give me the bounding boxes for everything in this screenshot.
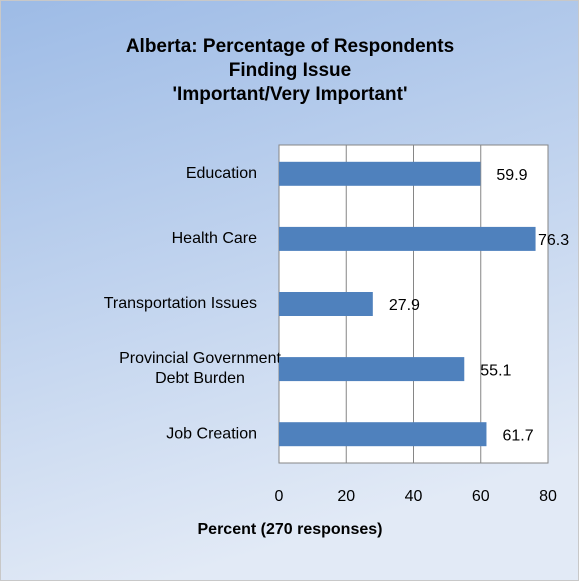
x-axis-label: Percent (270 responses) [198, 521, 383, 538]
y-tick-label: Education [186, 165, 257, 182]
data-label: 55.1 [480, 362, 511, 379]
bar [279, 422, 487, 447]
data-label: 76.3 [538, 232, 569, 249]
chart-title: Alberta: Percentage of Respondents [126, 36, 454, 57]
bar [279, 161, 481, 186]
chart-title: 'Important/Very Important' [173, 84, 408, 105]
data-label: 27.9 [389, 297, 420, 314]
bar [279, 226, 536, 251]
y-tick-label: Job Creation [166, 425, 257, 442]
bar [279, 357, 465, 382]
x-tick-label: 20 [337, 488, 355, 505]
data-label: 61.7 [502, 427, 533, 444]
bar [279, 292, 373, 316]
x-tick-label: 40 [405, 488, 423, 505]
x-tick-label: 60 [472, 488, 490, 505]
y-tick-label: Transportation Issues [104, 295, 257, 312]
x-tick-label: 80 [539, 488, 557, 505]
x-tick-label: 0 [275, 488, 284, 505]
data-label: 59.9 [496, 167, 527, 184]
chart-title: Finding Issue [229, 60, 351, 81]
y-tick-label: Provincial Government Debt Burden [119, 350, 281, 387]
y-tick-label: Health Care [172, 230, 257, 247]
